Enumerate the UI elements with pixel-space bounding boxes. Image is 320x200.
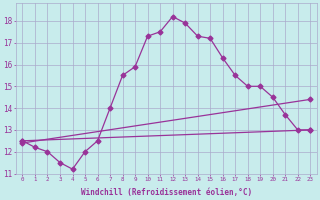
X-axis label: Windchill (Refroidissement éolien,°C): Windchill (Refroidissement éolien,°C)	[81, 188, 252, 197]
